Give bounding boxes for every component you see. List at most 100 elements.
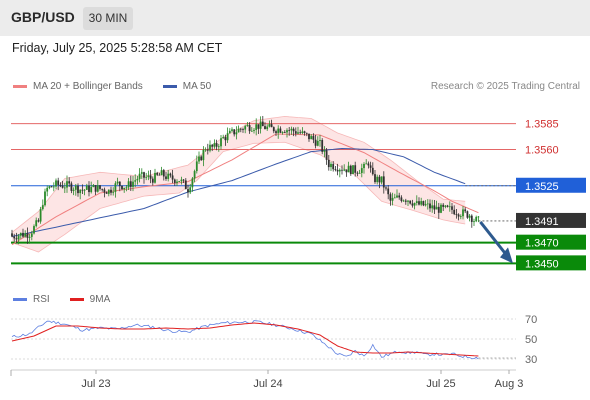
x-tick-label: Jul 24 bbox=[253, 378, 282, 390]
candle-body bbox=[255, 124, 258, 130]
candle-body bbox=[52, 186, 55, 188]
candle-body bbox=[167, 173, 170, 179]
candle-body bbox=[44, 191, 46, 206]
candle-body bbox=[404, 200, 407, 202]
candle-body bbox=[444, 205, 447, 207]
candle-body bbox=[457, 214, 460, 217]
candle-body bbox=[424, 204, 427, 206]
candle-body bbox=[473, 221, 475, 223]
last-price-tag bbox=[516, 212, 586, 228]
candle-body bbox=[312, 136, 315, 140]
candle-body bbox=[143, 172, 145, 178]
candle-body bbox=[277, 128, 280, 133]
candle-body bbox=[138, 173, 141, 179]
candle-body bbox=[466, 211, 469, 218]
candle-body bbox=[173, 179, 176, 183]
candle-body bbox=[402, 200, 405, 202]
candle-body bbox=[200, 156, 203, 161]
candle-body bbox=[338, 169, 341, 172]
candle-body bbox=[68, 181, 71, 184]
candle-body bbox=[259, 121, 262, 129]
ma50-line bbox=[11, 147, 466, 237]
candle-body bbox=[176, 181, 178, 183]
candle-body bbox=[204, 149, 207, 151]
candle-body bbox=[77, 185, 79, 194]
top-bar: GBP/USD 30 MIN bbox=[0, 0, 590, 36]
candle-body bbox=[59, 184, 62, 186]
x-tick-label: Aug 3 bbox=[495, 378, 524, 390]
candle-body bbox=[220, 138, 222, 147]
candle-body bbox=[297, 132, 299, 134]
candle-body bbox=[178, 181, 181, 182]
candle-body bbox=[134, 180, 137, 182]
candle-body bbox=[354, 165, 357, 173]
candle-body bbox=[63, 187, 66, 189]
forecast-arrow bbox=[479, 220, 508, 256]
candle-body bbox=[215, 143, 218, 147]
candle-body bbox=[396, 195, 398, 198]
candle-body bbox=[321, 140, 324, 152]
candle-body bbox=[217, 146, 220, 148]
resistance-label: 1.3585 bbox=[525, 119, 559, 131]
candle-body bbox=[360, 168, 363, 173]
candle-body bbox=[193, 171, 196, 179]
candle-body bbox=[453, 209, 456, 215]
candle-body bbox=[429, 203, 431, 209]
candle-body bbox=[154, 172, 156, 183]
candle-body bbox=[70, 183, 73, 191]
candle-body bbox=[158, 174, 161, 176]
candle-body bbox=[352, 165, 354, 175]
candle-body bbox=[398, 195, 401, 198]
ma50-level-tag bbox=[516, 177, 586, 193]
candle-body bbox=[314, 139, 317, 146]
candle-body bbox=[369, 165, 372, 168]
candle-body bbox=[391, 197, 394, 201]
candle-body bbox=[365, 163, 368, 165]
candle-body bbox=[292, 128, 295, 132]
ma50-level-label: 1.3525 bbox=[525, 181, 559, 193]
ma20-line bbox=[11, 133, 479, 246]
candle-body bbox=[55, 180, 57, 187]
candle-body bbox=[288, 130, 291, 131]
candle-body bbox=[301, 131, 304, 134]
candle-body bbox=[28, 236, 31, 238]
candle-body bbox=[330, 163, 332, 168]
candle-body bbox=[57, 180, 60, 185]
timeframe-button[interactable]: 30 MIN bbox=[83, 7, 133, 30]
candle-body bbox=[378, 176, 381, 183]
rsi-ma-legend-label: 9MA bbox=[89, 294, 111, 305]
candle-body bbox=[248, 125, 251, 132]
candle-body bbox=[187, 189, 189, 193]
candle-body bbox=[341, 169, 343, 171]
candle-body bbox=[393, 197, 396, 199]
candle-body bbox=[118, 181, 121, 186]
candle-body bbox=[13, 236, 16, 239]
candle-body bbox=[123, 187, 126, 190]
candle-body bbox=[88, 185, 90, 193]
candle-body bbox=[30, 233, 33, 237]
candle-body bbox=[206, 149, 209, 151]
candle-body bbox=[79, 189, 82, 194]
candle-body bbox=[257, 124, 260, 129]
candle-body bbox=[189, 187, 192, 193]
candle-body bbox=[149, 175, 152, 179]
candle-body bbox=[283, 132, 286, 133]
candle-body bbox=[380, 176, 383, 183]
candle-body bbox=[334, 169, 337, 171]
candle-body bbox=[475, 216, 478, 222]
candle-body bbox=[244, 126, 247, 130]
support-tag bbox=[516, 234, 586, 250]
candle-body bbox=[382, 176, 385, 188]
candle-body bbox=[413, 202, 416, 206]
price-legend: MA 20 + Bollinger Bands MA 50 bbox=[13, 81, 211, 92]
candle-body bbox=[19, 232, 22, 236]
candle-body bbox=[336, 169, 339, 172]
candle-body bbox=[415, 201, 418, 203]
candle-body bbox=[303, 131, 306, 133]
candle-body bbox=[15, 238, 18, 240]
candle-body bbox=[294, 131, 297, 134]
last-price-label: 1.3491 bbox=[525, 216, 559, 228]
candle-body bbox=[437, 206, 440, 213]
candle-body bbox=[107, 189, 110, 194]
